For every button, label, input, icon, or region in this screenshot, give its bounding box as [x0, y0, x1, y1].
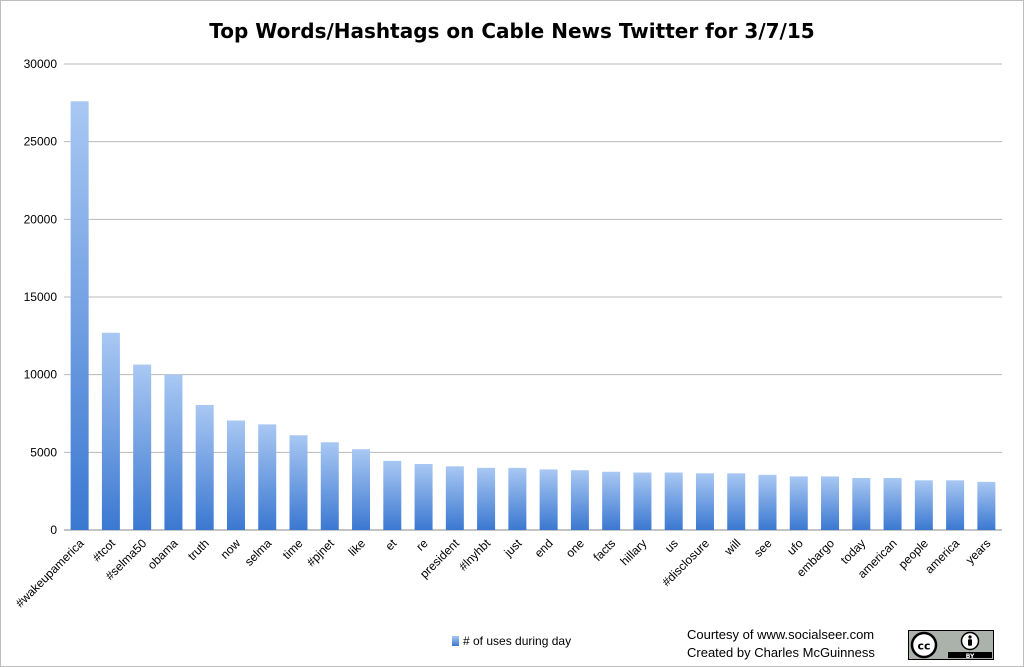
x-tick-label: one [563, 536, 587, 560]
x-tick-label: time [280, 536, 306, 562]
x-tick-label: truth [185, 536, 212, 563]
bar-like [352, 449, 371, 530]
bar-ufo [789, 476, 808, 530]
y-tick-label: 20000 [24, 212, 58, 226]
chart-title: Top Words/Hashtags on Cable News Twitter… [209, 19, 814, 43]
x-tick-label: #lnyhbt [456, 536, 494, 574]
bar-lnyhbt [477, 467, 496, 530]
legend-swatch [452, 636, 459, 646]
bar-hillary [633, 472, 652, 530]
bar-time [289, 435, 308, 530]
bar-selma50 [133, 364, 152, 530]
x-tick-label: #wakeupamerica [13, 536, 87, 610]
bar-people [914, 480, 933, 530]
x-tick-label: facts [590, 536, 618, 564]
bar-selma [258, 424, 277, 530]
by-text: BY [966, 653, 975, 660]
bars [70, 101, 996, 530]
x-tick-label: america [922, 536, 962, 576]
x-tick-label: will [721, 536, 743, 558]
x-tick-label: now [218, 536, 244, 562]
x-tick-label: see [751, 536, 775, 560]
bar-pjnet [320, 442, 339, 530]
badge-by-strip [948, 652, 992, 658]
bar-today [852, 477, 871, 530]
bar-us [664, 472, 683, 530]
x-tick-label: us [662, 536, 681, 555]
bar-obama [164, 374, 183, 530]
bar-embargo [821, 476, 840, 530]
legend: # of uses during day [452, 634, 571, 648]
y-tick-label: 0 [50, 523, 57, 537]
y-tick-label: 30000 [24, 57, 58, 71]
x-tick-label: #pjnet [304, 536, 337, 569]
x-tick-label: end [532, 536, 556, 560]
bar-tcot [101, 332, 120, 530]
bar-will [727, 473, 746, 530]
credits-source: Courtesy of www.socialseer.com [687, 627, 875, 642]
x-tick-label: hillary [617, 536, 649, 568]
y-tick-label: 10000 [24, 368, 58, 382]
bar-years [977, 481, 996, 530]
x-tick-label: just [501, 536, 525, 560]
legend-label: # of uses during day [463, 634, 572, 648]
cc-circle-icon [910, 631, 938, 659]
x-tick-label: ufo [784, 536, 806, 558]
bar-president [445, 466, 464, 530]
cc-text: cc [917, 640, 930, 653]
x-tick-label: re [413, 536, 431, 554]
bar-truth [195, 404, 214, 530]
x-tick-label: obama [145, 536, 181, 572]
y-tick-label: 25000 [24, 135, 58, 149]
creative-commons-by-badge: cc BY [908, 630, 994, 660]
y-tick-label: 15000 [24, 290, 58, 304]
x-tick-label: years [963, 536, 994, 567]
x-tick-label: like [346, 536, 369, 559]
bar-just [508, 467, 527, 530]
bar-disclosure [695, 473, 714, 530]
bar-america [946, 480, 965, 530]
bar-facts [602, 471, 621, 530]
bar-end [539, 469, 558, 530]
person-head [968, 635, 972, 639]
x-tick-label: selma [242, 536, 275, 569]
person-body [968, 639, 972, 646]
bar-et [383, 460, 402, 530]
gridlines [64, 63, 1002, 531]
bar-see [758, 474, 777, 530]
x-tick-label: et [382, 536, 399, 553]
credits: Courtesy of www.socialseer.com Created b… [687, 626, 875, 662]
bar-wakeupamerica [70, 101, 89, 530]
bar-one [570, 470, 589, 530]
bar-now [226, 420, 245, 530]
y-tick-label: 5000 [30, 445, 57, 459]
credits-author: Created by Charles McGuinness [687, 645, 875, 660]
y-axis-ticks: 0 5000 10000 15000 20000 25000 30000 [24, 57, 58, 537]
bar-american [883, 477, 902, 530]
bar-re [414, 463, 433, 530]
